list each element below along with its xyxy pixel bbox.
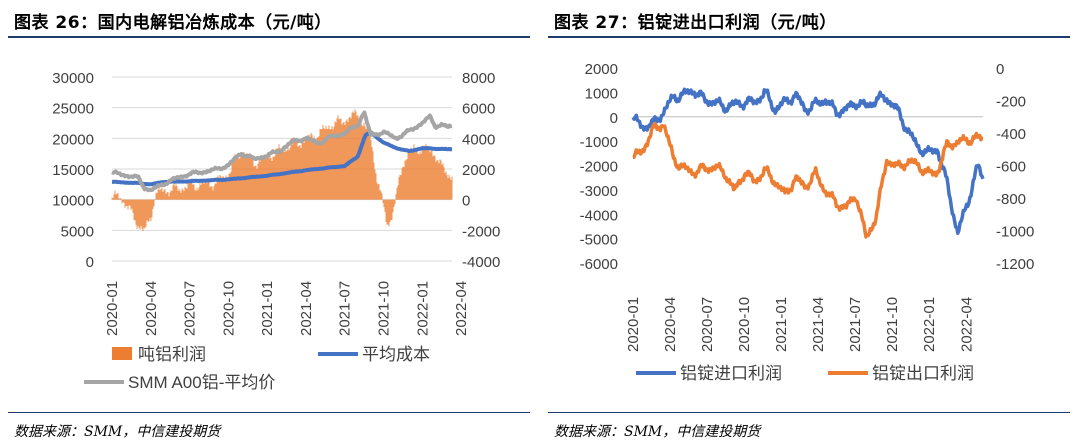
right-y-tick-label: 2000 xyxy=(585,61,618,78)
left-y2-tick-label: 4000 xyxy=(462,131,495,148)
left-x-tick-label: 2020-01 xyxy=(104,281,121,336)
left-x-tick-label: 2020-10 xyxy=(220,281,237,336)
left-y2-tick-label: 8000 xyxy=(462,70,495,87)
legend-label-export: 铝锭出口利润 xyxy=(872,364,974,383)
left-x-tick-label: 2020-04 xyxy=(143,281,160,336)
right-x-tick-label: 2022-04 xyxy=(958,297,975,352)
right-x-tick-label: 2021-01 xyxy=(773,297,790,352)
right-y2-tick-label: -1200 xyxy=(996,256,1034,273)
right-y2-tick-label: -1000 xyxy=(996,224,1034,241)
right-x-tick-label: 2020-04 xyxy=(662,297,679,352)
left-y-tick-label: 20000 xyxy=(52,131,94,148)
left-y-tick-label: 5000 xyxy=(61,223,94,240)
right-y2-tick-label: -800 xyxy=(996,191,1026,208)
left-y-tick-label: 15000 xyxy=(52,162,94,179)
left-x-tick-label: 2021-04 xyxy=(298,281,315,336)
legend-label-price: SMM A00铝-平均价 xyxy=(128,373,275,392)
left-x-tick-label: 2021-01 xyxy=(259,281,276,336)
right-y-tick-label: -1000 xyxy=(580,134,618,151)
right-y-tick-label: -2000 xyxy=(580,159,618,176)
left-y2-tick-label: -2000 xyxy=(462,223,500,240)
right-y-tick-label: -6000 xyxy=(580,256,618,273)
legend-swatch-profit xyxy=(112,347,132,360)
left-x-tick-label: 2021-10 xyxy=(375,281,392,336)
right-y-tick-label: -4000 xyxy=(580,207,618,224)
right-chart: -6000-5000-4000-3000-2000-1000010002000-… xyxy=(580,61,1035,383)
left-legend: 吨铝利润 平均成本 SMM A00铝-平均价 xyxy=(84,345,430,392)
left-x-tick-label: 2022-04 xyxy=(453,281,470,336)
right-x-tick-label: 2021-04 xyxy=(810,297,827,352)
left-profit-bars xyxy=(111,109,453,231)
right-x-tick-label: 2020-01 xyxy=(625,297,642,352)
left-y2-tick-label: 2000 xyxy=(462,162,495,179)
left-y2-tick-label: -4000 xyxy=(462,254,500,271)
right-x-tick-label: 2021-10 xyxy=(884,297,901,352)
right-bottom-rule xyxy=(548,412,1070,413)
left-x-tick-label: 2020-07 xyxy=(182,281,199,336)
right-x-tick-label: 2020-10 xyxy=(736,297,753,352)
right-import-line xyxy=(631,87,985,236)
right-x-tick-label: 2021-07 xyxy=(847,297,864,352)
right-y2-tick-label: 0 xyxy=(996,61,1004,78)
right-axis-labels: -6000-5000-4000-3000-2000-1000010002000-… xyxy=(580,61,1035,352)
left-y2-tick-label: 6000 xyxy=(462,101,495,118)
left-source: 数据来源：SMM，中信建投期货 xyxy=(14,424,221,440)
left-axis-labels: 050001000015000200002500030000-4000-2000… xyxy=(52,70,500,336)
right-source: 数据来源：SMM，中信建投期货 xyxy=(554,424,761,440)
left-price-line xyxy=(111,110,453,193)
right-export-line xyxy=(632,121,984,239)
right-x-tick-label: 2022-01 xyxy=(921,297,938,352)
left-y-tick-label: 0 xyxy=(86,254,94,271)
legend-label-profit: 吨铝利润 xyxy=(138,345,206,364)
left-y-tick-label: 10000 xyxy=(52,193,94,210)
left-x-tick-label: 2022-01 xyxy=(414,281,431,336)
right-title-rule xyxy=(548,36,1070,38)
right-y2-tick-label: -200 xyxy=(996,94,1026,111)
right-x-tick-label: 2020-07 xyxy=(699,297,716,352)
right-y-tick-label: 0 xyxy=(610,110,618,127)
right-chart-title: 图表 27：铝锭进出口利润（元/吨） xyxy=(554,13,837,33)
left-chart: 050001000015000200002500030000-4000-2000… xyxy=(52,70,500,392)
left-title-rule xyxy=(8,36,530,38)
right-y2-tick-label: -400 xyxy=(996,126,1026,143)
right-y-tick-label: -3000 xyxy=(580,183,618,200)
left-x-tick-label: 2021-07 xyxy=(337,281,354,336)
left-y-tick-label: 25000 xyxy=(52,101,94,118)
right-panel: 图表 27：铝锭进出口利润（元/吨） -6000 -5000 -4000 -3000-… xyxy=(540,0,1080,448)
right-legend: 铝锭进口利润 铝锭出口利润 xyxy=(636,364,974,383)
left-y2-tick-label: 0 xyxy=(462,193,470,210)
right-y2-tick-label: -600 xyxy=(996,159,1026,176)
left-y-tick-label: 30000 xyxy=(52,70,94,87)
right-y-tick-label: 1000 xyxy=(585,85,618,102)
left-bottom-rule xyxy=(8,412,530,413)
left-panel: 图表 26：国内电解铝冶炼成本（元/吨） 0 5000 10000 15000 2000… xyxy=(8,13,530,440)
legend-label-import: 铝锭进口利润 xyxy=(680,364,782,383)
right-y-tick-label: -5000 xyxy=(580,232,618,249)
legend-label-cost: 平均成本 xyxy=(362,345,430,364)
left-chart-title: 图表 26：国内电解铝冶炼成本（元/吨） xyxy=(14,13,332,33)
